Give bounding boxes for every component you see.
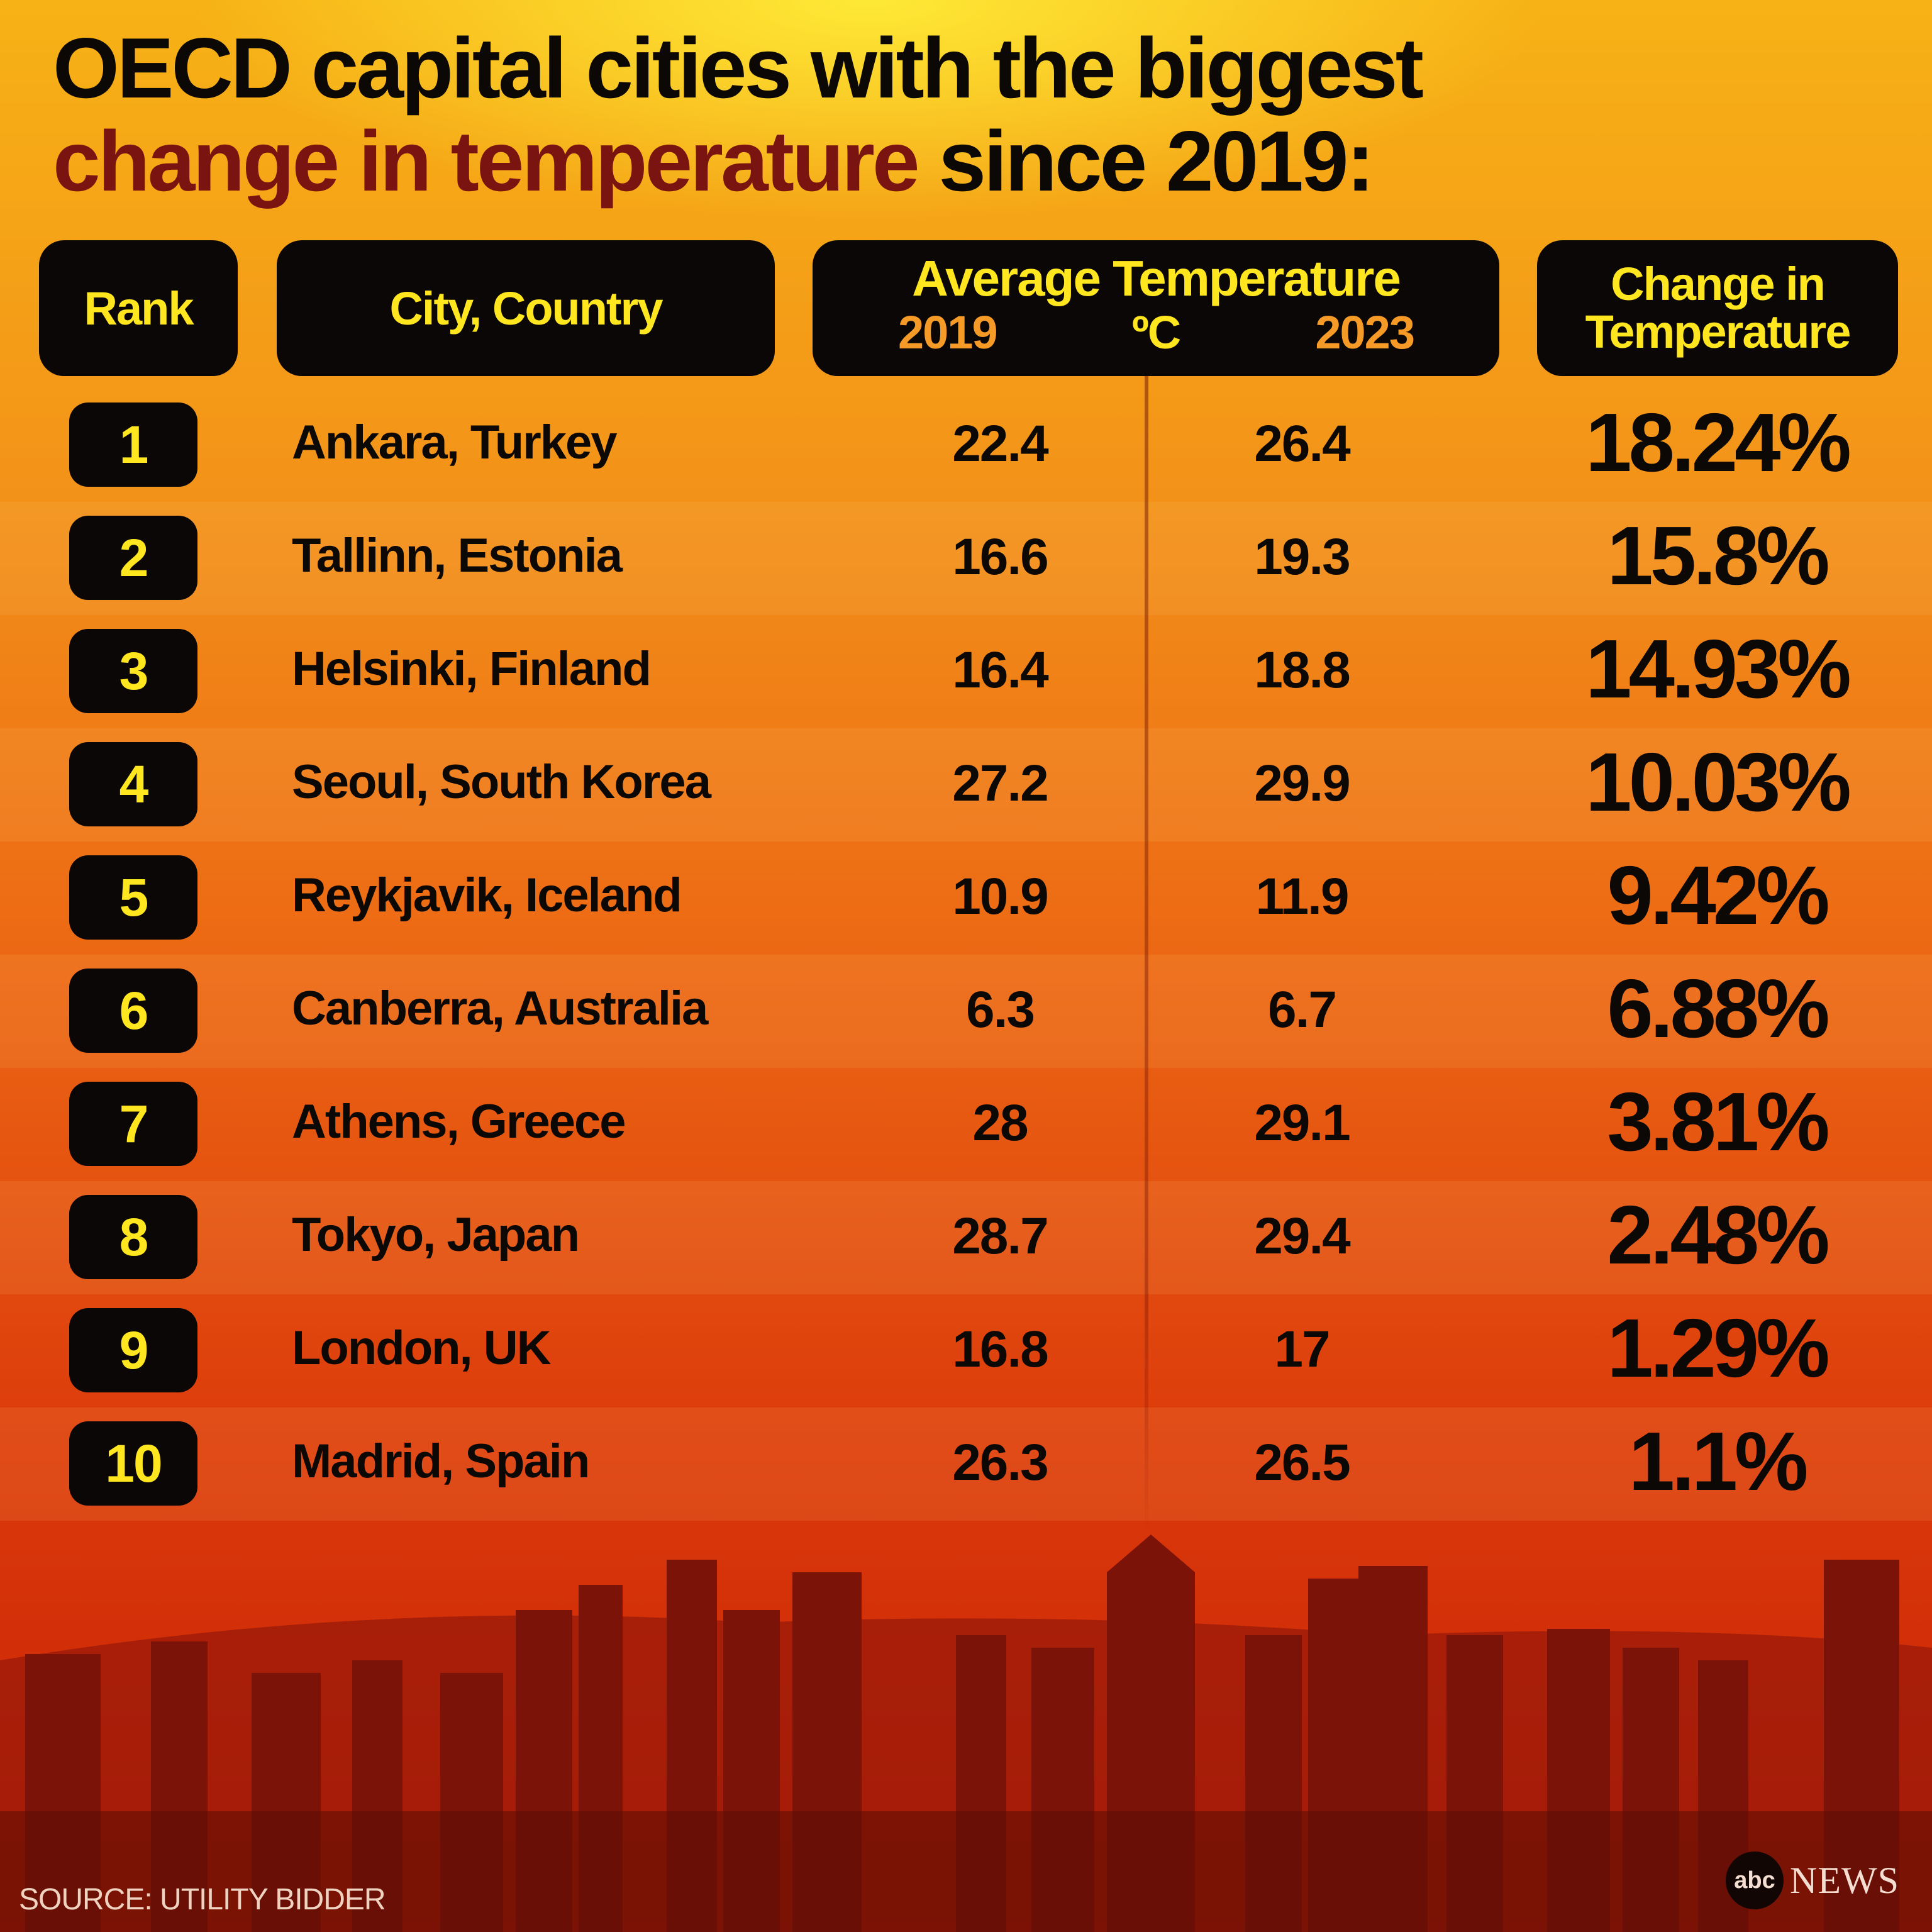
- temp-2023: 29.1: [1254, 1094, 1351, 1152]
- chart-title: OECD capital cities with the biggest cha…: [53, 21, 1877, 208]
- table-row: [0, 955, 1932, 1068]
- city-name: Madrid, Spain: [292, 1435, 590, 1488]
- header-avg-label: Average Temperature: [912, 250, 1401, 306]
- city-name: London, UK: [292, 1321, 552, 1375]
- header-city: City, Country: [277, 240, 775, 376]
- city-name: Athens, Greece: [292, 1095, 626, 1148]
- rank-badge: 5: [69, 855, 197, 940]
- city-name: Reykjavik, Iceland: [292, 869, 682, 922]
- temp-2019: 28: [972, 1094, 1028, 1152]
- temp-2019: 26.3: [952, 1434, 1049, 1491]
- city-name: Helsinki, Finland: [292, 642, 652, 696]
- temperature-change: 2.48%: [1607, 1189, 1829, 1281]
- temp-2023: 29.9: [1254, 755, 1351, 812]
- temp-2023: 11.9: [1255, 868, 1349, 925]
- rank-badge: 2: [69, 516, 197, 600]
- temperature-change: 1.1%: [1628, 1415, 1809, 1507]
- temp-2023: 26.4: [1254, 415, 1351, 472]
- rank-badge: 1: [69, 402, 197, 487]
- temp-2019: 27.2: [952, 755, 1049, 812]
- temp-2019: 16.8: [952, 1321, 1049, 1378]
- city-name: Tallinn, Estonia: [292, 529, 623, 582]
- header-year-2019: 2019: [898, 306, 998, 358]
- source-note: SOURCE: UTILITY BIDDER: [19, 1883, 386, 1916]
- rank-badge: 7: [69, 1082, 197, 1166]
- temp-2019: 22.4: [952, 415, 1049, 472]
- abc-logo-mark: abc: [1726, 1852, 1784, 1909]
- abc-news-logo: abc NEWS: [1726, 1852, 1899, 1909]
- header-change-line-2: Temperature: [1585, 306, 1852, 358]
- temp-2019: 28.7: [952, 1208, 1049, 1265]
- temp-2023: 17: [1274, 1321, 1330, 1378]
- temperature-change: 1.29%: [1607, 1302, 1829, 1394]
- temp-2019: 16.4: [952, 641, 1049, 699]
- header-avg-subrow: 2019 ºC 2023: [898, 306, 1415, 360]
- rank-badge: 8: [69, 1195, 197, 1279]
- temperature-change: 3.81%: [1607, 1075, 1829, 1168]
- temp-2019: 16.6: [952, 528, 1049, 586]
- city-name: Tokyo, Japan: [292, 1208, 580, 1262]
- temperature-change: 14.93%: [1585, 623, 1852, 715]
- table-row: [0, 1407, 1932, 1521]
- header-rank: Rank: [39, 240, 238, 376]
- temp-2023: 29.4: [1254, 1208, 1351, 1265]
- title-line-2: change in temperature since 2019:: [53, 114, 1877, 208]
- header-year-2023: 2023: [1315, 306, 1415, 358]
- title-highlight: change in temperature: [53, 113, 920, 209]
- header-change-line-1: Change in: [1611, 258, 1826, 310]
- temperature-change: 18.24%: [1585, 396, 1852, 489]
- city-name: Ankara, Turkey: [292, 416, 618, 469]
- header-change: Change in Temperature: [1537, 240, 1898, 376]
- temp-2023: 6.7: [1268, 981, 1337, 1038]
- temp-2019: 10.9: [952, 868, 1049, 925]
- city-name: Canberra, Australia: [292, 982, 708, 1035]
- header-rank-label: Rank: [84, 282, 194, 335]
- header-city-label: City, Country: [389, 282, 663, 335]
- column-divider: [1145, 376, 1148, 1540]
- table-row: [0, 502, 1932, 615]
- table-row: [0, 1181, 1932, 1294]
- temp-2023: 19.3: [1254, 528, 1351, 586]
- rank-badge: 10: [69, 1421, 197, 1506]
- rank-badge: 9: [69, 1308, 197, 1392]
- temperature-change: 6.88%: [1607, 962, 1829, 1055]
- temp-2023: 18.8: [1254, 641, 1351, 699]
- temperature-change: 10.03%: [1585, 736, 1852, 828]
- header-unit: ºC: [1131, 306, 1181, 358]
- temperature-change: 15.8%: [1607, 509, 1829, 602]
- temp-2023: 26.5: [1254, 1434, 1351, 1491]
- temperature-change: 9.42%: [1607, 849, 1829, 941]
- rank-badge: 3: [69, 629, 197, 713]
- rank-badge: 4: [69, 742, 197, 826]
- rank-badge: 6: [69, 969, 197, 1053]
- header-average-temperature: Average Temperature 2019 ºC 2023: [813, 240, 1499, 376]
- temp-2019: 6.3: [966, 981, 1035, 1038]
- title-line-2-rest: since 2019:: [917, 113, 1374, 209]
- table-row: [0, 728, 1932, 841]
- title-line-1: OECD capital cities with the biggest: [53, 20, 1424, 116]
- abc-logo-word: NEWS: [1790, 1859, 1899, 1901]
- city-name: Seoul, South Korea: [292, 755, 711, 809]
